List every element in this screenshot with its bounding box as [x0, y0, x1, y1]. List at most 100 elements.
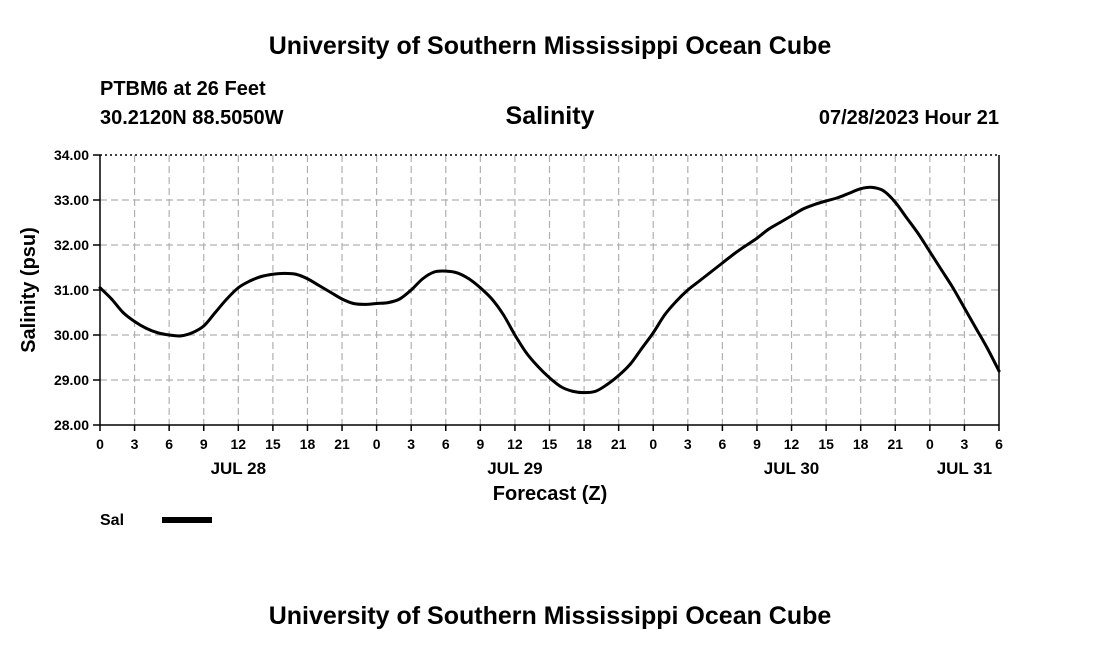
data-point — [859, 187, 863, 191]
x-tick-label: 6 — [718, 436, 726, 452]
data-point — [525, 351, 528, 355]
data-point — [248, 279, 252, 283]
data-point — [790, 214, 793, 218]
x-tick-label: 6 — [165, 436, 173, 452]
data-point — [167, 333, 171, 337]
data-point — [363, 303, 367, 306]
data-point — [536, 365, 540, 368]
x-tick-label: 12 — [507, 436, 523, 452]
data-point — [951, 286, 955, 290]
data-point — [156, 331, 160, 335]
data-point — [893, 200, 897, 204]
x-tick-label: 0 — [926, 436, 934, 452]
x-tick-label: 6 — [442, 436, 450, 452]
data-point — [744, 244, 747, 248]
timestamp-label: 07/28/2023 Hour 21 — [819, 107, 999, 129]
data-point — [882, 189, 886, 193]
x-tick-label: 0 — [96, 436, 104, 452]
y-tick-label: 30.00 — [54, 327, 89, 343]
x-tick-label: 15 — [265, 436, 281, 452]
y-tick-label: 34.00 — [54, 147, 89, 163]
x-tick-label: 21 — [334, 436, 350, 452]
legend-label-sal: Sal — [100, 512, 124, 529]
x-tick-label: 15 — [818, 436, 834, 452]
x-tick-label: 12 — [784, 436, 800, 452]
x-tick-label: 6 — [995, 436, 1003, 452]
data-point — [467, 277, 471, 281]
data-point — [306, 277, 309, 281]
x-tick-label: 3 — [407, 436, 415, 452]
y-tick-label: 32.00 — [54, 237, 89, 253]
data-point — [133, 320, 136, 323]
data-point — [190, 331, 194, 335]
x-tick-label: 0 — [649, 436, 657, 452]
data-point — [963, 306, 966, 310]
data-point — [824, 199, 828, 203]
data-point — [236, 286, 240, 290]
data-point — [974, 326, 978, 330]
x-tick-label: 0 — [373, 436, 381, 452]
data-point — [121, 311, 125, 314]
x-tick-label: 18 — [853, 436, 869, 452]
data-point — [259, 275, 263, 278]
date-label: JUL 31 — [937, 459, 992, 478]
data-point — [340, 297, 344, 301]
data-point — [490, 297, 494, 301]
data-point — [559, 385, 563, 389]
data-point — [651, 331, 655, 335]
data-point — [813, 203, 816, 206]
y-tick-label: 29.00 — [54, 372, 89, 388]
data-point — [594, 389, 597, 393]
data-point — [375, 302, 379, 305]
y-tick-label: 28.00 — [54, 417, 89, 433]
data-point — [582, 391, 586, 394]
data-point — [617, 374, 621, 377]
data-point — [986, 347, 989, 350]
data-point — [640, 347, 644, 350]
data-point — [179, 334, 183, 338]
data-point — [502, 313, 505, 317]
data-point — [905, 216, 909, 220]
chart-title: University of Southern Mississippi Ocean… — [269, 32, 832, 60]
coordinates-label: 30.2120N 88.5050W — [100, 107, 284, 129]
x-tick-label: 12 — [231, 436, 247, 452]
data-point — [720, 261, 724, 265]
station-label: PTBM6 at 26 Feet — [100, 78, 266, 100]
data-point — [767, 227, 770, 231]
data-point — [202, 324, 206, 328]
x-tick-label: 21 — [887, 436, 903, 452]
x-tick-label: 3 — [961, 436, 969, 452]
plot-title: Salinity — [506, 102, 595, 130]
data-point — [110, 297, 113, 301]
date-label: JUL 30 — [764, 459, 819, 478]
data-point — [317, 284, 321, 287]
data-point — [455, 271, 459, 275]
x-tick-label: 3 — [684, 436, 692, 452]
x-tick-label: 9 — [200, 436, 208, 452]
data-point — [352, 302, 355, 305]
data-point — [778, 221, 782, 224]
data-point — [444, 269, 448, 273]
data-point — [386, 301, 390, 304]
data-point — [709, 270, 713, 274]
data-point — [513, 333, 517, 337]
data-point — [144, 326, 148, 330]
y-tick-label: 31.00 — [54, 282, 89, 298]
data-point — [213, 311, 217, 314]
x-tick-label: 18 — [576, 436, 592, 452]
data-point — [329, 290, 332, 294]
data-point — [686, 288, 690, 292]
data-point — [432, 270, 436, 274]
data-point — [225, 297, 229, 301]
data-point — [478, 286, 482, 290]
data-point — [294, 272, 298, 276]
data-point — [755, 236, 759, 240]
date-label: JUL 28 — [211, 459, 266, 478]
data-point — [674, 299, 678, 303]
data-point — [548, 376, 551, 380]
x-tick-label: 9 — [753, 436, 761, 452]
data-point — [271, 272, 275, 276]
x-tick-label: 9 — [476, 436, 484, 452]
data-point — [916, 232, 920, 236]
